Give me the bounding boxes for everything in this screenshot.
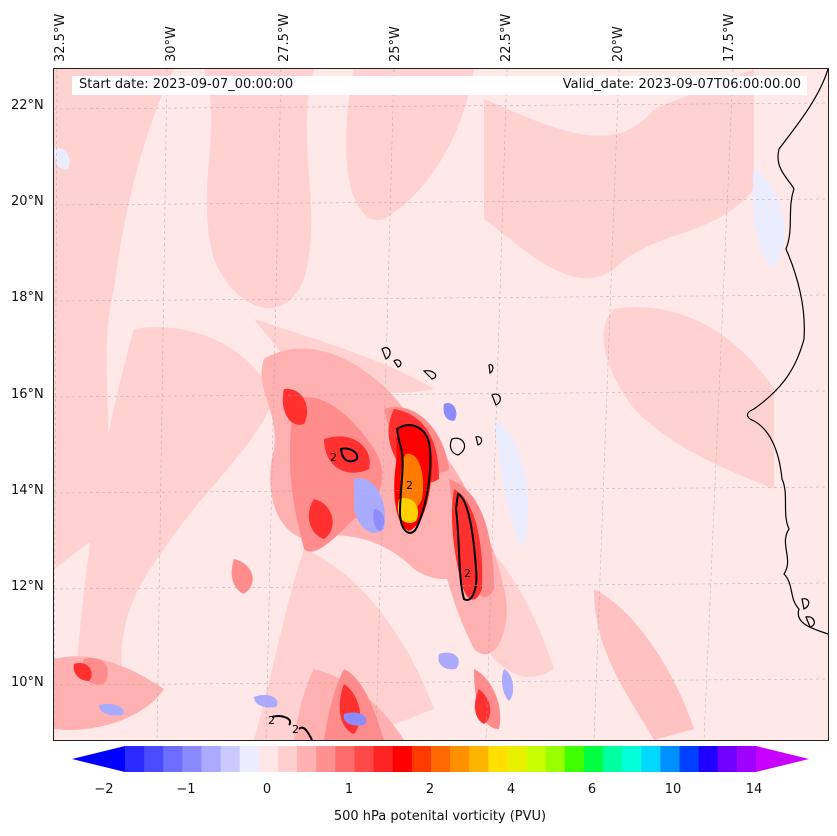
colorbar-segment: [717, 746, 738, 772]
colorbar-tick: 14: [745, 782, 763, 797]
colorbar-segment: [526, 746, 547, 772]
strong-pv-core: [394, 423, 433, 531]
colorbar-segment: [239, 746, 260, 772]
colorbar-segment: [258, 746, 279, 772]
colorbar: [72, 746, 809, 772]
colorbar-right-extension: [756, 746, 809, 772]
colorbar-segment: [736, 746, 757, 772]
colorbar-tick: −2: [94, 782, 114, 797]
colorbar-segment: [297, 746, 317, 772]
colorbar-tick: −1: [176, 782, 196, 797]
colorbar-tick: 0: [262, 782, 272, 797]
valid-date: Valid_date: 2023-09-07T06:00:00.00: [562, 77, 801, 92]
colorbar-segment: [564, 746, 585, 772]
date-header: [72, 76, 807, 95]
colorbar-segment: [660, 746, 681, 772]
blue-negative-pv: [54, 148, 785, 726]
contour-label: 2: [330, 451, 337, 464]
colorbar-segment: [641, 746, 661, 772]
colorbar-segments: [125, 746, 757, 772]
map-panel: 2 2 2 2 2: [53, 68, 829, 741]
colorbar-left-extension: [72, 746, 125, 772]
colorbar-segment: [392, 746, 413, 772]
longitude-label: 22.5°W: [499, 13, 514, 62]
latitude-label: 12°N: [11, 579, 44, 594]
longitude-label: 25°W: [388, 26, 403, 62]
colorbar-segment: [469, 746, 489, 772]
pv-2-contours: [271, 424, 478, 740]
graticule: [54, 69, 828, 740]
longitude-label: 30°W: [164, 26, 179, 62]
contour-label: 2: [292, 723, 299, 736]
colorbar-segment: [450, 746, 470, 772]
colorbar-tick: 10: [664, 782, 682, 797]
colorbar-label: 500 hPa potenital vorticity (PVU): [333, 809, 547, 824]
colorbar-segment: [354, 746, 375, 772]
colorbar-tick: 6: [587, 782, 597, 797]
colorbar-segment: [679, 746, 700, 772]
colorbar-segment: [220, 746, 241, 772]
colorbar-segment: [335, 746, 355, 772]
colorbar-tick: 2: [425, 782, 435, 797]
longitude-label: 20°W: [611, 26, 626, 62]
longitude-label: 27.5°W: [277, 13, 292, 62]
latitude-label: 18°N: [11, 290, 44, 305]
colorbar-segment: [430, 746, 451, 772]
colorbar-segment: [698, 746, 719, 772]
longitude-label: 17.5°W: [722, 13, 737, 62]
colorbar-segment: [316, 746, 336, 772]
colorbar-segment: [125, 746, 145, 772]
colorbar-segment: [411, 746, 432, 772]
coastline: [381, 69, 828, 635]
colorbar-segment: [507, 746, 528, 772]
colorbar-segment: [488, 746, 508, 772]
colorbar-segment: [201, 746, 222, 772]
contour-label: 2: [268, 714, 275, 727]
latitude-label: 10°N: [11, 675, 44, 690]
contour-labels: 2 2 2 2 2: [268, 451, 471, 736]
colorbar-tick: 1: [344, 782, 354, 797]
colorbar-segment: [583, 746, 604, 772]
latitude-label: 22°N: [11, 98, 44, 113]
colorbar-tick: 4: [506, 782, 516, 797]
colorbar-segment: [144, 746, 164, 772]
colorbar-segment: [163, 746, 183, 772]
colorbar-segment: [373, 746, 394, 772]
colorbar-segment: [622, 746, 642, 772]
light-pink-bands: [54, 69, 774, 740]
latitude-label: 20°N: [11, 194, 44, 209]
latitude-label: 14°N: [11, 483, 44, 498]
pv-field-map: 2 2 2 2 2: [54, 69, 828, 740]
contour-label: 2: [406, 479, 413, 492]
colorbar-segment: [545, 746, 566, 772]
latitude-label: 16°N: [11, 387, 44, 402]
colorbar-segment: [277, 746, 298, 772]
start-date: Start date: 2023-09-07_00:00:00: [79, 77, 294, 92]
colorbar-segment: [182, 746, 202, 772]
colorbar-segment: [603, 746, 623, 772]
contour-label: 2: [464, 567, 471, 580]
longitude-label: 32.5°W: [53, 13, 68, 62]
